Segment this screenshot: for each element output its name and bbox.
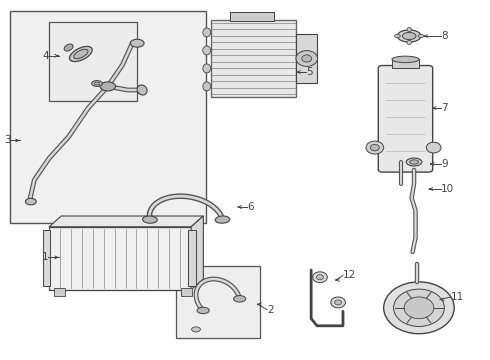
Ellipse shape: [143, 216, 157, 223]
Ellipse shape: [203, 64, 211, 73]
Bar: [188, 230, 196, 286]
Circle shape: [366, 141, 384, 154]
Ellipse shape: [64, 44, 73, 51]
Ellipse shape: [406, 158, 422, 166]
Circle shape: [335, 300, 342, 305]
Ellipse shape: [137, 85, 147, 95]
Ellipse shape: [192, 327, 200, 332]
Ellipse shape: [203, 46, 211, 55]
Ellipse shape: [407, 27, 411, 32]
Ellipse shape: [203, 28, 211, 37]
Circle shape: [302, 55, 312, 62]
Text: 1: 1: [41, 252, 48, 262]
Text: 6: 6: [247, 202, 254, 212]
Polygon shape: [49, 216, 203, 227]
Bar: [181, 288, 192, 296]
Circle shape: [317, 275, 323, 280]
Text: 2: 2: [267, 305, 274, 315]
Circle shape: [384, 282, 454, 334]
Text: 12: 12: [343, 270, 356, 280]
Circle shape: [393, 289, 444, 327]
Ellipse shape: [215, 216, 230, 223]
Ellipse shape: [410, 160, 418, 164]
Ellipse shape: [402, 32, 416, 40]
Bar: [54, 288, 65, 296]
Ellipse shape: [94, 82, 100, 85]
Ellipse shape: [234, 296, 246, 302]
Ellipse shape: [197, 307, 209, 314]
Text: 8: 8: [441, 31, 448, 41]
Ellipse shape: [203, 82, 211, 91]
Text: 10: 10: [441, 184, 454, 194]
Bar: [392, 59, 419, 68]
Bar: [43, 230, 50, 286]
Circle shape: [313, 272, 327, 283]
Ellipse shape: [392, 56, 419, 63]
Bar: [211, 20, 296, 97]
Ellipse shape: [407, 40, 411, 45]
Ellipse shape: [130, 39, 144, 47]
Ellipse shape: [74, 49, 88, 59]
Ellipse shape: [70, 46, 92, 62]
Ellipse shape: [92, 81, 102, 86]
Bar: [296, 34, 317, 83]
Ellipse shape: [397, 30, 421, 42]
Ellipse shape: [25, 198, 36, 205]
Circle shape: [331, 297, 345, 308]
Bar: [176, 266, 260, 338]
Text: 5: 5: [306, 67, 313, 77]
Bar: [230, 12, 274, 21]
Circle shape: [296, 50, 318, 66]
FancyBboxPatch shape: [378, 66, 433, 172]
Circle shape: [426, 142, 441, 153]
Circle shape: [404, 297, 434, 319]
Text: 3: 3: [4, 135, 11, 145]
Circle shape: [370, 144, 379, 151]
Text: 9: 9: [441, 159, 448, 169]
Text: 7: 7: [441, 103, 448, 113]
Ellipse shape: [394, 34, 400, 37]
Bar: [10, 11, 206, 223]
Bar: [49, 227, 191, 290]
Text: 11: 11: [451, 292, 464, 302]
Text: 4: 4: [42, 51, 49, 61]
Bar: [49, 22, 137, 101]
Polygon shape: [191, 216, 203, 290]
Ellipse shape: [100, 82, 116, 91]
Ellipse shape: [418, 34, 424, 37]
